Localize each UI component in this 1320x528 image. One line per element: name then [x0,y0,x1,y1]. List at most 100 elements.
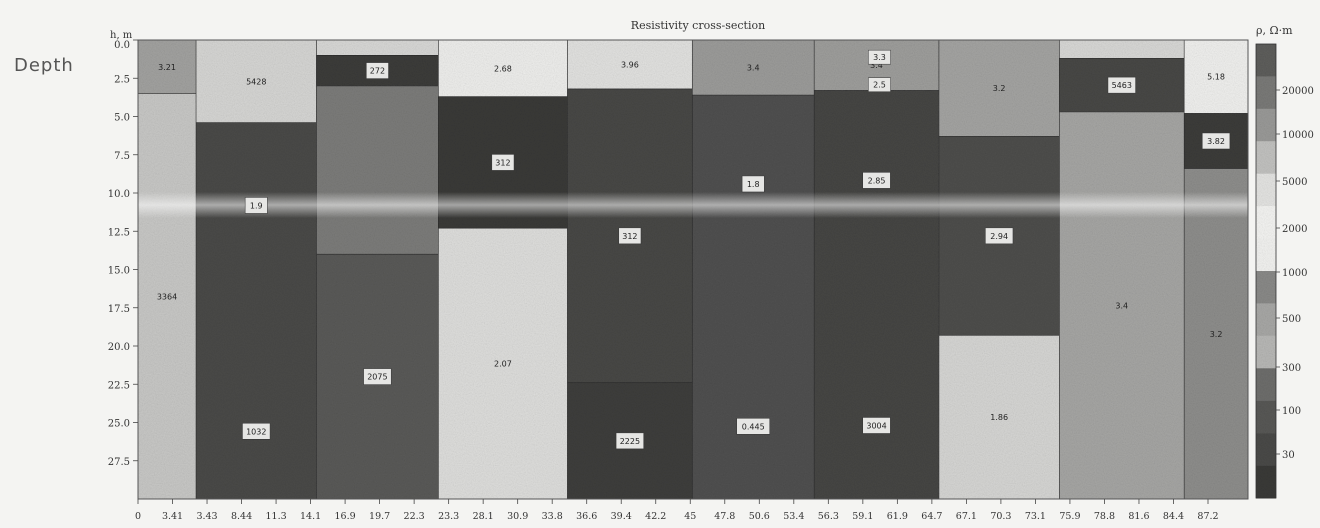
x-tick-label: 73.1 [1025,511,1046,522]
y-tick-label: 0.0 [114,40,130,51]
colorbar-label: ρ, Ω·m [1256,24,1293,37]
block-label: 5428 [246,77,266,86]
colorbar-swatch [1256,239,1276,272]
x-tick-label: 64.7 [921,511,942,522]
x-tick-label: 36.6 [576,511,597,522]
colorbar-swatch [1256,44,1276,77]
colorbar-swatch [1256,303,1276,336]
colorbar-swatch [1256,141,1276,174]
x-tick-label: 67.1 [956,511,977,522]
colorbar-swatch [1256,368,1276,401]
colorbar-tick-label: 300 [1282,363,1301,374]
colorbar-tick-label: 1000 [1282,268,1307,279]
y-tick-label: 25.0 [108,419,130,430]
x-tick-label: 50.6 [749,511,770,522]
x-tick-label: 78.8 [1094,511,1115,522]
block-label: 1032 [246,427,266,436]
scan-glare-band [138,192,1248,218]
block-label: 2.94 [990,232,1008,241]
x-tick-label: 23.3 [438,511,459,522]
x-tick-label: 59.1 [852,511,873,522]
block-label: 2.68 [494,64,512,73]
block-label: 2225 [620,437,640,446]
x-tick-label: 70.3 [990,511,1011,522]
block-label: 3.21 [158,63,176,72]
x-tick-label: 75.9 [1059,511,1080,522]
x-tick-label: 28.1 [473,511,494,522]
colorbar-swatch [1256,174,1276,207]
x-tick-label: 3.41 [162,511,183,522]
colorbar-swatch [1256,336,1276,369]
block-label: 3364 [157,292,177,301]
x-tick-label: 81.6 [1128,511,1149,522]
block-label: 1.9 [250,201,263,210]
y-tick-label: 22.5 [108,380,130,391]
block-label: 3.2 [1210,330,1223,339]
y-tick-label: 10.0 [108,189,130,200]
colorbar-swatch [1256,76,1276,109]
resistivity-block [316,40,438,55]
colorbar-tick-label: 2000 [1282,224,1307,235]
resistivity-block [196,123,316,499]
y-tick-label: 27.5 [108,457,130,468]
x-tick-label: 45 [684,511,696,522]
x-tick-label: 8.44 [231,511,252,522]
x-tick-label: 0 [135,511,141,522]
x-tick-label: 84.4 [1163,511,1184,522]
block-label: 1.86 [990,413,1008,422]
x-tick-label: 19.7 [369,511,390,522]
block-label: 3004 [866,421,886,430]
x-tick-label: 14.1 [300,511,321,522]
block-label: 3.2 [993,84,1006,93]
colorbar [1256,44,1276,499]
colorbar-swatch [1256,401,1276,434]
x-tick-label: 87.2 [1197,511,1218,522]
colorbar-swatch [1256,271,1276,304]
resistivity-block [1059,40,1184,58]
colorbar-tick-label: 5000 [1282,177,1307,188]
y-tick-label: 20.0 [108,342,130,353]
block-label: 0.445 [742,422,765,431]
x-tick-label: 33.8 [542,511,563,522]
block-label: 2.5 [873,81,886,90]
colorbar-tick-label: 30 [1282,450,1295,461]
x-axis-ticks: 0 3.41 3.43 8.44 11.3 14.1 16.9 19.7 22.3 23.3 28.… [135,499,1219,522]
block-label: 272 [370,67,385,76]
block-label: 2075 [367,373,387,382]
colorbar-ticks: 20000 10000 5000 2000 1000 500 300 100 30 [1276,86,1314,461]
colorbar-tick-label: 20000 [1282,86,1314,97]
y-tick-label: 17.5 [108,304,130,315]
block-label: 312 [622,232,637,241]
resistivity-block [814,90,939,499]
colorbar-swatch [1256,433,1276,466]
x-tick-label: 22.3 [404,511,425,522]
block-label: 312 [495,158,510,167]
block-label: 5463 [1112,81,1132,90]
y-tick-label: 2.5 [114,74,130,85]
y-axis-ticks: 0.02.55.07.510.012.515.017.520.022.525.0… [108,40,138,468]
x-tick-label: 56.3 [818,511,839,522]
colorbar-tick-label: 500 [1282,314,1301,325]
colorbar-swatch [1256,466,1276,499]
x-tick-label: 61.9 [887,511,908,522]
resistivity-block [316,86,438,254]
colorbar-tick-label: 100 [1282,406,1301,417]
x-tick-label: 16.9 [335,511,356,522]
x-tick-label: 42.2 [645,511,666,522]
x-tick-label: 11.3 [265,511,286,522]
block-label: 1.8 [747,180,760,189]
depth-side-label: Depth [14,55,74,76]
y-tick-label: 12.5 [108,227,130,238]
block-label: 3.4 [1115,301,1128,310]
y-tick-label: 15.0 [108,266,130,277]
x-tick-label: 39.4 [611,511,632,522]
block-label: 3.96 [621,60,639,69]
colorbar-swatch [1256,206,1276,239]
block-label: 5.18 [1207,73,1225,82]
block-label: 3.3 [873,53,886,62]
block-label: 2.85 [868,176,886,185]
block-label: 3.4 [747,64,760,73]
x-tick-label: 47.8 [714,511,735,522]
colorbar-swatch [1256,109,1276,142]
